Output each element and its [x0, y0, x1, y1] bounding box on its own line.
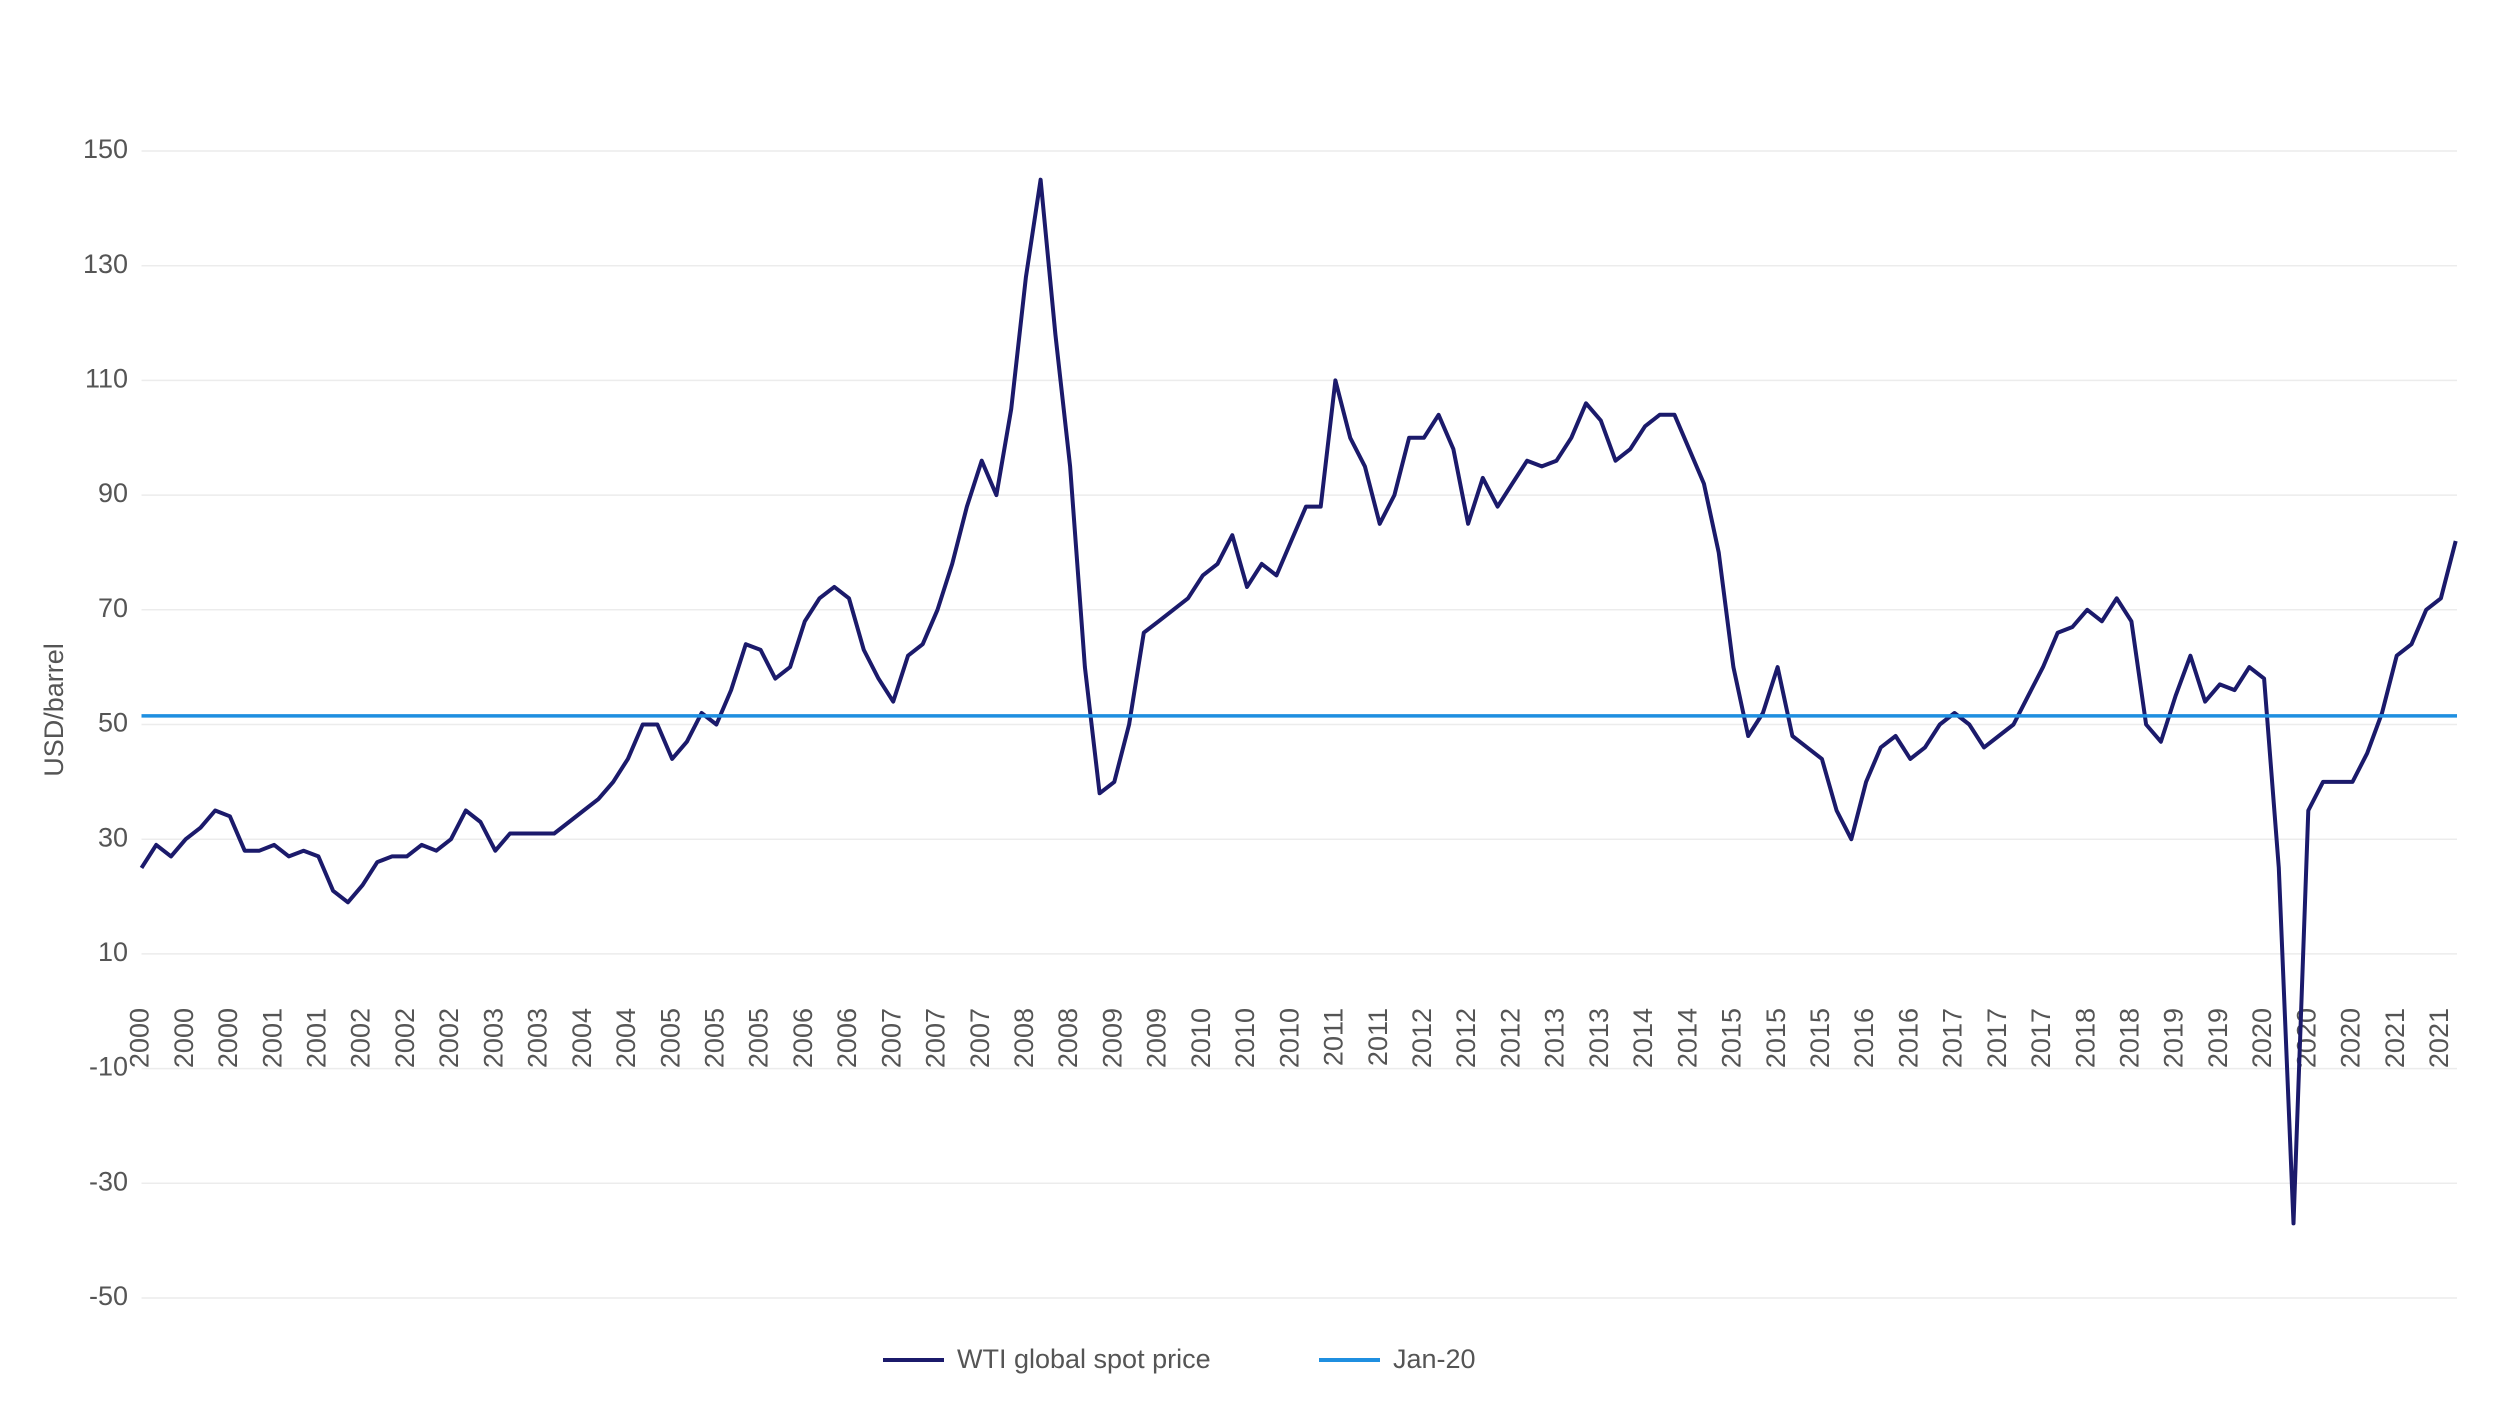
x-tick-label: 2012 — [1495, 1008, 1525, 1068]
x-tick-label: 2009 — [1142, 1008, 1172, 1068]
x-tick-label: 2020 — [2336, 1008, 2366, 1068]
y-tick-label: -10 — [89, 1052, 128, 1082]
x-tick-label: 2005 — [744, 1008, 774, 1068]
y-tick-label: 130 — [83, 249, 128, 279]
x-tick-label: 2014 — [1628, 1008, 1658, 1068]
x-tick-label: 2001 — [257, 1008, 287, 1068]
y-tick-label: 150 — [83, 134, 128, 164]
x-tick-label: 2001 — [302, 1008, 332, 1068]
price-line — [139, 177, 2458, 1226]
x-tick-label: 2003 — [478, 1008, 508, 1068]
x-tick-label: 2002 — [390, 1008, 420, 1068]
x-tick-label: 2002 — [434, 1008, 464, 1068]
x-tick-label: 2012 — [1451, 1008, 1481, 1068]
x-tick-label: 2018 — [2070, 1008, 2100, 1068]
x-tick-label: 2016 — [1893, 1008, 1923, 1068]
x-tick-label: 2002 — [346, 1008, 376, 1068]
x-tick-label: 2007 — [921, 1008, 951, 1068]
x-tick-label: 2008 — [1053, 1008, 1083, 1068]
x-tick-label: 2008 — [1009, 1008, 1039, 1068]
x-tick-label: 2013 — [1584, 1008, 1614, 1068]
x-tick-label: 2019 — [2203, 1008, 2233, 1068]
x-tick-label: 2006 — [788, 1008, 818, 1068]
y-tick-label: 90 — [98, 478, 128, 508]
y-tick-label: -50 — [89, 1281, 128, 1311]
x-tick-label: 2015 — [1717, 1008, 1747, 1068]
x-tick-label: 2000 — [125, 1008, 155, 1068]
y-tick-label: 10 — [98, 937, 128, 967]
x-tick-label: 2011 — [1363, 1008, 1393, 1066]
x-tick-label: 2003 — [523, 1008, 553, 1068]
x-tick-label: 2013 — [1540, 1008, 1570, 1068]
legend-label: WTI global spot price — [957, 1344, 1211, 1374]
y-tick-label: 70 — [98, 593, 128, 623]
y-tick-label: 50 — [98, 708, 128, 738]
y-tick-label: 110 — [85, 364, 128, 394]
x-tick-label: 2017 — [1938, 1008, 1968, 1068]
x-tick-label: 2009 — [1097, 1008, 1127, 1068]
x-tick-label: 2010 — [1274, 1008, 1304, 1068]
y-tick-label: 30 — [98, 822, 128, 852]
legend-label: Jan-20 — [1393, 1344, 1476, 1374]
x-tick-label: 2017 — [2026, 1008, 2056, 1068]
x-tick-label: 2012 — [1407, 1008, 1437, 1068]
x-tick-label: 2017 — [1982, 1008, 2012, 1068]
x-tick-label: 2016 — [1849, 1008, 1879, 1068]
x-tick-label: 2007 — [965, 1008, 995, 1068]
x-tick-label: 2011 — [1319, 1008, 1349, 1066]
x-tick-label: 2000 — [169, 1008, 199, 1068]
x-tick-label: 2019 — [2159, 1008, 2189, 1068]
x-tick-label: 2014 — [1672, 1008, 1702, 1068]
x-tick-label: 2021 — [2424, 1008, 2454, 1068]
y-axis-label: USD/barrel — [39, 643, 69, 777]
x-tick-label: 2015 — [1761, 1008, 1791, 1068]
x-tick-label: 2020 — [2247, 1008, 2277, 1068]
x-tick-label: 2010 — [1230, 1008, 1260, 1068]
x-tick-label: 2007 — [876, 1008, 906, 1068]
x-tick-label: 2020 — [2291, 1008, 2321, 1068]
x-tick-label: 2000 — [213, 1008, 243, 1068]
x-tick-label: 2004 — [567, 1008, 597, 1068]
x-tick-label: 2005 — [655, 1008, 685, 1068]
x-tick-label: 2006 — [832, 1008, 862, 1068]
x-tick-label: 2004 — [611, 1008, 641, 1068]
x-tick-label: 2021 — [2380, 1008, 2410, 1068]
x-tick-label: 2018 — [2115, 1008, 2145, 1068]
x-tick-label: 2015 — [1805, 1008, 1835, 1068]
x-tick-label: 2010 — [1186, 1008, 1216, 1068]
x-tick-label: 2005 — [699, 1008, 729, 1068]
y-tick-label: -30 — [89, 1166, 128, 1196]
